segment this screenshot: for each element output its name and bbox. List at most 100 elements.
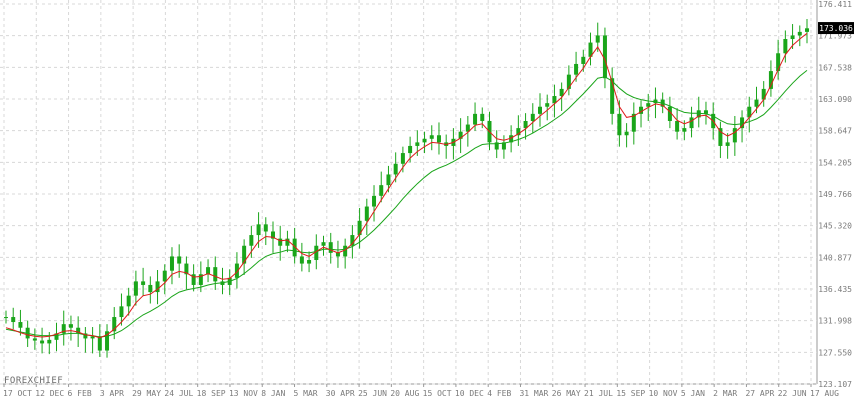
y-tick-label: 145.320 [818,222,852,231]
candle-body [379,185,384,196]
candle-body [119,306,124,318]
x-tick-label: 22 JUN [778,389,807,398]
y-tick-label: 167.538 [818,63,852,72]
candle-body [162,270,167,282]
y-tick-label: 123.107 [818,380,852,389]
candle-body [206,267,211,275]
candle-body [588,42,593,57]
x-tick-label: 13 NOV [229,389,258,398]
candle-body [703,110,708,114]
candle-body [740,117,745,129]
candle-body [350,235,355,246]
candle-body [646,103,651,107]
x-tick-label: 10 NOV [649,389,678,398]
candle-body [415,142,420,146]
candle-body [271,231,275,239]
candle-body [364,206,369,221]
candle-body [639,106,644,114]
candle-body [40,340,45,344]
candle-body [494,142,499,150]
last-price-label: 173.036 [819,24,853,33]
candle-body [357,220,362,236]
candle-body [278,238,283,246]
candle-body [574,63,579,75]
x-tick-label: 24 JUL [164,389,193,398]
candle-body [83,333,88,339]
x-tick-label: 5 JAN [681,389,705,398]
brand-watermark: FOREXCHIEF [4,376,64,386]
candle-body [249,235,254,246]
candle-body [790,35,795,40]
candle-body [11,317,16,323]
candle-body [545,103,550,107]
x-tick-label: 18 SEP [197,389,226,398]
y-tick-label: 154.205 [818,158,852,167]
candle-body [76,327,81,334]
candle-body [675,120,680,132]
moving-average-fast-line [5,32,808,339]
candle-body [169,256,174,271]
candle-body [307,260,312,264]
candle-body [198,274,203,285]
y-tick-label: 163.090 [818,95,852,104]
last-price-marker: 173.036 [818,22,854,35]
y-tick-label: 171.973 [818,32,852,41]
candle-body [234,263,239,278]
candle-body [32,338,37,341]
candle-body [4,317,8,319]
x-tick-label: 10 DEC [455,389,484,398]
candle-body [400,153,405,164]
candle-body [624,131,629,136]
candle-body [473,113,478,125]
candle-body [242,245,247,264]
candle-body [581,56,586,64]
candle-body [552,96,557,104]
candle-body [805,28,809,32]
candle-body [54,333,59,340]
candle-body [761,88,766,100]
candle-body [213,267,218,282]
candle-body [530,113,535,121]
x-tick-label: 25 JUN [358,389,387,398]
candle-body [610,78,615,114]
y-tick-label: 176.411 [818,0,852,9]
candle-body [696,110,701,118]
x-tick-label: 21 JUL [584,389,613,398]
candle-body [285,238,290,246]
candle-body [372,195,377,207]
x-tick-label: 17 OCT [3,389,32,398]
candle-body [321,242,326,246]
price-axis: 176.411 171.973 167.538 163.090 158.647 154.2… [818,0,852,389]
candle-body [480,113,485,121]
x-tick-label: 27 APR [745,389,774,398]
candle-body [126,295,131,307]
x-tick-label: 6 FEB [68,389,92,398]
candle-body [61,324,66,334]
candle-body [523,120,528,129]
candle-body [191,274,196,285]
x-tick-label: 17 AUG [810,389,839,398]
x-tick-label: 31 MAR [519,389,548,398]
x-tick-label: 3 APR [100,389,124,398]
candle-body [559,88,564,97]
candle-body [90,336,95,339]
candle-body [501,142,506,150]
candle-body [797,31,802,36]
candle-body [689,117,694,129]
candle-body [155,281,160,293]
candle-body [343,245,348,257]
candle-body [112,317,117,332]
candle-body [18,322,23,328]
candle-body [682,128,687,132]
candle-body [725,142,730,146]
candle-body [768,71,773,89]
candle-body [429,135,434,139]
x-tick-label: 15 OCT [423,389,452,398]
candle-body [97,336,102,351]
candle-body [47,339,52,344]
candle-body [516,128,521,136]
candle-body [595,35,600,43]
candle-body [68,324,73,328]
